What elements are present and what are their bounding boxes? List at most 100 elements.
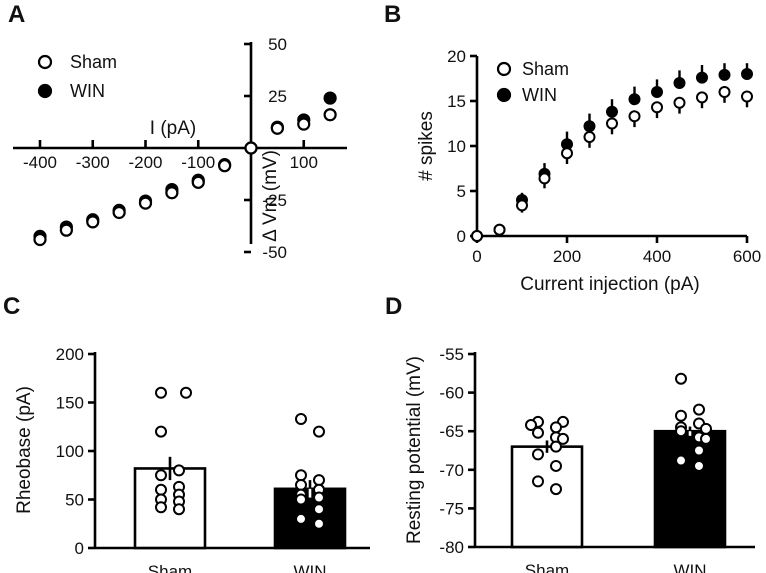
y-tick-label: 20 xyxy=(447,47,466,66)
data-point-win xyxy=(313,491,325,504)
data-point-win xyxy=(295,469,307,482)
y-axis-title: # spikes xyxy=(416,111,437,181)
data-point-win xyxy=(675,425,687,438)
data-point-sham xyxy=(155,425,167,438)
data-point-sham xyxy=(244,141,258,155)
panel-letter-b: B xyxy=(384,1,401,28)
data-point-sham xyxy=(297,117,311,131)
data-point-win xyxy=(693,444,705,457)
y-tick-label: -75 xyxy=(439,499,464,518)
data-point-sham xyxy=(471,230,483,242)
y-tick-label: -25 xyxy=(262,191,287,210)
y-axis-title: Δ Vm (mV) xyxy=(260,150,281,242)
panel-d-resting-bars: -80 -75 -70 -65 -60 -55 Resting potential (mV)… xyxy=(404,345,755,573)
x-tick-label: 200 xyxy=(553,247,581,266)
data-point-sham xyxy=(59,223,73,237)
data-point-sham xyxy=(155,501,167,514)
data-point-sham xyxy=(155,469,167,482)
y-tick-label: 100 xyxy=(56,442,84,461)
bar-win xyxy=(653,429,727,549)
data-point-sham xyxy=(557,432,569,445)
data-point-sham xyxy=(532,448,544,461)
data-point-sham xyxy=(550,483,562,496)
x-tick-label: -100 xyxy=(181,153,215,172)
legend-marker-win xyxy=(37,83,53,99)
data-point-sham xyxy=(191,175,205,189)
legend-marker-sham xyxy=(496,61,512,77)
legend-label-sham: Sham xyxy=(522,59,569,79)
x-tick-label: 100 xyxy=(290,153,318,172)
x-tick-label: -400 xyxy=(23,153,57,172)
data-point-win xyxy=(700,422,712,435)
y-tick-label: 25 xyxy=(268,87,287,106)
y-tick-label: -70 xyxy=(439,461,464,480)
data-point-sham xyxy=(550,440,562,453)
data-point-sham xyxy=(532,426,544,439)
data-point-sham xyxy=(218,159,232,173)
legend-label-win: WIN xyxy=(522,85,557,105)
data-point-win xyxy=(313,503,325,516)
data-point-win xyxy=(295,412,307,425)
y-tick-label: 150 xyxy=(56,394,84,413)
data-point-sham xyxy=(673,96,686,109)
legend-label-win: WIN xyxy=(70,81,105,101)
y-tick-label: -50 xyxy=(262,243,287,262)
y-tick-label: 5 xyxy=(457,182,466,201)
y-axis-title: Resting potential (mV) xyxy=(404,356,425,544)
x-category-label: WIN xyxy=(673,561,706,573)
panel-letter-c: C xyxy=(3,293,20,320)
x-tick-label: 400 xyxy=(643,247,671,266)
data-point-win xyxy=(675,372,687,385)
x-category-label: Sham xyxy=(148,562,192,573)
data-point-win xyxy=(675,454,687,467)
y-tick-label: 50 xyxy=(65,491,84,510)
bar-win xyxy=(273,487,347,550)
y-tick-label: -55 xyxy=(439,345,464,364)
y-tick-label: -80 xyxy=(439,538,464,557)
data-point-win xyxy=(295,493,307,506)
data-point-win xyxy=(700,432,712,445)
data-point-sham xyxy=(741,90,753,103)
panel-letter-a: A xyxy=(8,1,25,28)
data-point-win xyxy=(696,71,708,84)
data-point-win xyxy=(693,459,705,472)
x-tick-label: -200 xyxy=(128,153,162,172)
y-tick-label: -65 xyxy=(439,422,464,441)
legend-marker-sham xyxy=(37,54,53,70)
data-point-win xyxy=(651,86,663,98)
data-point-win xyxy=(323,91,337,105)
data-point-sham xyxy=(180,386,192,399)
data-point-win xyxy=(295,478,307,491)
legend-marker-win xyxy=(496,87,512,103)
data-point-sham xyxy=(165,186,179,200)
y-tick-label: 10 xyxy=(447,137,466,156)
data-point-win xyxy=(313,474,325,487)
data-point-win xyxy=(313,425,325,438)
data-point-win xyxy=(628,93,641,106)
y-tick-label: 0 xyxy=(75,539,84,558)
data-point-sham xyxy=(525,419,537,432)
bar-sham xyxy=(133,467,207,550)
panel-letter-d: D xyxy=(385,293,402,320)
data-point-win xyxy=(606,105,618,118)
data-point-sham xyxy=(155,483,167,496)
data-point-sham xyxy=(112,205,126,220)
legend-label-sham: Sham xyxy=(70,52,117,72)
x-tick-label: 600 xyxy=(733,247,761,266)
x-axis-title: Current injection (pA) xyxy=(520,274,700,295)
data-point-sham xyxy=(323,108,337,122)
data-point-sham xyxy=(493,223,506,236)
y-tick-label: -60 xyxy=(439,384,464,403)
data-point-sham xyxy=(516,199,528,212)
data-point-sham xyxy=(606,117,618,130)
panel-c-rheobase-bars: 0 50 100 150 200 Rheobase (pA) Sham WIN xyxy=(14,345,370,573)
x-axis-title: I (pA) xyxy=(150,118,196,139)
y-tick-label: 200 xyxy=(56,345,84,364)
data-point-sham xyxy=(173,464,185,477)
data-point-sham xyxy=(628,110,641,123)
data-point-sham xyxy=(550,421,562,434)
data-point-win xyxy=(718,68,731,81)
data-point-win xyxy=(295,512,307,525)
